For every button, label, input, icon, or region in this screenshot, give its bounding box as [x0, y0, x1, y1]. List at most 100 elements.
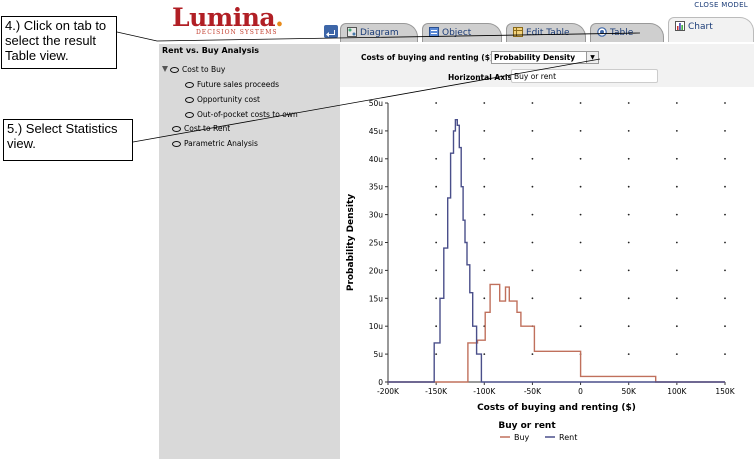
y-tick-label: 10u: [369, 322, 384, 331]
result-title: Costs of buying and renting ($): [361, 53, 494, 62]
leader-line-step4: [116, 31, 158, 42]
grid-dot: [724, 102, 726, 104]
tree-node-cost-to-buy[interactable]: Cost to Buy: [162, 65, 225, 74]
variable-node-icon: [185, 112, 194, 118]
legend-label-rent: Rent: [559, 433, 577, 442]
y-tick-label: 40u: [369, 155, 384, 164]
grid-dot: [531, 102, 534, 104]
y-tick-label: 30u: [369, 211, 384, 220]
grid-dot: [627, 269, 630, 272]
diagram-icon: [347, 27, 357, 37]
view-selector-dropdown[interactable]: Probability Density ▼: [491, 51, 599, 64]
grid-dot: [675, 130, 678, 132]
y-tick-label: 15u: [369, 294, 384, 303]
tree-node-cost-to-rent[interactable]: Cost to Rent: [172, 124, 230, 133]
grid-dot: [675, 353, 678, 355]
grid-dot: [724, 241, 726, 244]
grid-dot: [675, 241, 678, 244]
chevron-down-icon[interactable]: ▼: [586, 52, 598, 63]
grid-dot: [483, 353, 486, 355]
tree-node-future-sales-proceeds[interactable]: Future sales proceeds: [185, 80, 279, 89]
tab-chart[interactable]: Chart: [668, 17, 754, 42]
grid-dot: [531, 130, 534, 132]
grid-dot: [675, 102, 678, 104]
grid-dot: [531, 297, 534, 300]
grid-dot: [435, 102, 438, 104]
x-tick-label: 0: [578, 387, 583, 396]
y-tick-label: 25u: [369, 239, 384, 248]
grid-dot: [579, 130, 582, 132]
edit-table-icon: [513, 27, 523, 37]
grid-dot: [675, 269, 678, 272]
grid-dot: [724, 130, 726, 132]
step5-callout: 5.) Select Statistics view.: [3, 119, 133, 161]
logo-text: Lumina.: [172, 3, 284, 32]
expand-triangle-icon[interactable]: [162, 66, 168, 72]
y-tick-label: 0: [378, 378, 383, 387]
x-tick-label: -50K: [524, 387, 542, 396]
x-tick-label: 100K: [667, 387, 687, 396]
grid-dot: [579, 325, 582, 328]
y-tick-label: 35u: [369, 183, 384, 192]
grid-dot: [724, 157, 726, 160]
horizontal-axis-selector[interactable]: Buy or rent: [511, 69, 658, 83]
grid-dot: [627, 157, 630, 160]
grid-dot: [724, 325, 726, 328]
grid-dot: [483, 297, 486, 300]
probability-density-chart: -200K -150K -100K -50K 0 50K 100K 150K 0 5u 10u 15u…: [346, 99, 736, 442]
x-tick-label: -200K: [377, 387, 400, 396]
variable-node-icon: [172, 126, 181, 132]
tree-node-out-of-pocket-costs[interactable]: Out-of-pocket costs to own: [185, 110, 298, 119]
grid-dot: [675, 325, 678, 328]
grid-dot: [627, 297, 630, 300]
y-tick-label: 50u: [369, 99, 384, 108]
grid-dot: [627, 241, 630, 244]
series-line-rent: [388, 119, 725, 383]
grid-dot: [675, 297, 678, 300]
grid-dot: [627, 213, 630, 216]
grid-dot: [531, 241, 534, 244]
chart-icon: [675, 21, 685, 31]
grid-dot: [483, 130, 486, 132]
variable-node-icon: [170, 67, 179, 73]
tab-diagram[interactable]: Diagram: [340, 23, 418, 42]
x-tick-label: 150K: [715, 387, 735, 396]
grid-dot: [531, 269, 534, 272]
grid-dot: [675, 185, 678, 188]
variable-node-icon: [172, 141, 181, 147]
back-arrow-icon[interactable]: [324, 25, 338, 38]
grid-dot: [579, 297, 582, 300]
grid-dot: [627, 102, 630, 104]
grid-dot: [579, 185, 582, 188]
variable-node-icon: [185, 97, 194, 103]
tab-object[interactable]: Object: [422, 23, 502, 42]
model-title: Rent vs. Buy Analysis: [162, 46, 259, 55]
tree-node-parametric-analysis[interactable]: Parametric Analysis: [172, 139, 258, 148]
grid-dot: [675, 157, 678, 160]
grid-dot: [483, 157, 486, 160]
series-line-buy: [388, 283, 725, 383]
grid-dot: [579, 213, 582, 216]
tab-edit-table[interactable]: Edit Table: [506, 23, 586, 42]
grid-dot: [435, 353, 438, 355]
close-model-link[interactable]: CLOSE MODEL: [694, 1, 748, 9]
grid-dot: [483, 241, 486, 244]
tab-strip: Diagram Object Edit Table Table Chart: [324, 17, 754, 43]
grid-dot: [579, 241, 582, 244]
grid-dot: [483, 185, 486, 188]
grid-dot: [579, 269, 582, 272]
tree-node-opportunity-cost[interactable]: Opportunity cost: [185, 95, 260, 104]
tab-table[interactable]: Table: [590, 23, 664, 42]
grid-dot: [627, 185, 630, 188]
y-tick-label: 5u: [373, 350, 383, 359]
grid-dot: [724, 213, 726, 216]
grid-dot: [483, 269, 486, 272]
grid-dot: [627, 353, 630, 355]
x-tick-label: -100K: [473, 387, 496, 396]
lumina-logo: Lumina. DECISION SYSTEMS: [172, 3, 284, 37]
grid-dot: [724, 297, 726, 300]
grid-dot: [483, 102, 486, 104]
logo-subtitle: DECISION SYSTEMS: [196, 29, 278, 36]
table-icon: [597, 27, 607, 37]
grid-dot: [724, 269, 726, 272]
